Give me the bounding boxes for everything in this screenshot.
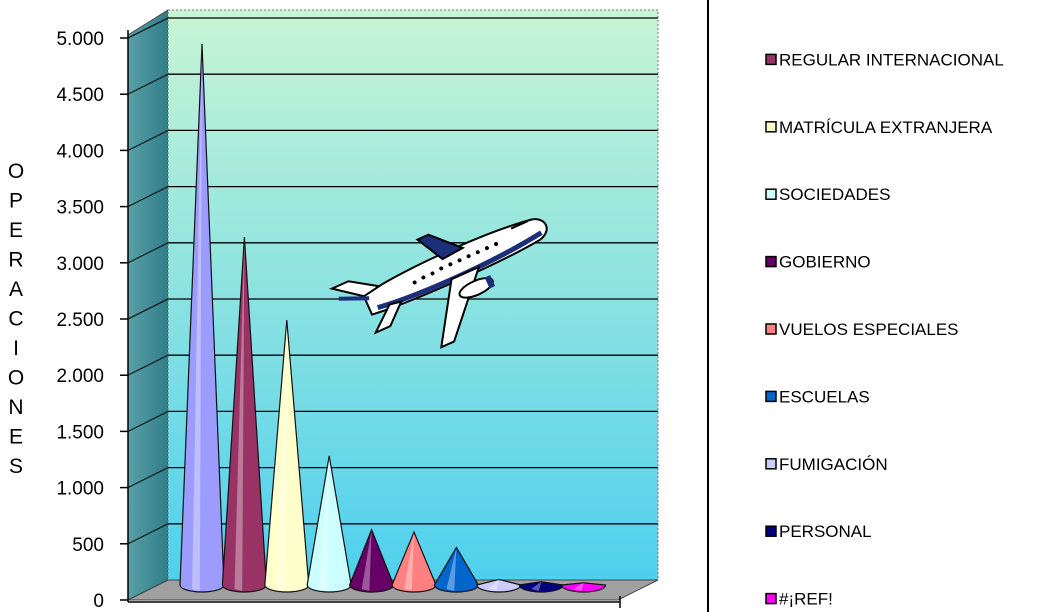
legend-swatch <box>765 255 777 268</box>
legend-item: REGULAR LOCAL <box>779 0 922 2</box>
legend-swatch <box>765 592 777 605</box>
y-tick-label: 2.000 <box>56 366 104 387</box>
side-wall <box>127 9 169 601</box>
y-axis-label-letter: P <box>9 190 23 213</box>
y-axis-label-letter: E <box>9 219 23 242</box>
gridline-side <box>127 410 169 432</box>
gridline-side <box>127 242 169 264</box>
gridline-side <box>127 129 169 151</box>
cone-bar <box>560 582 607 593</box>
gridline-side <box>127 467 169 489</box>
y-axis-label-letter: S <box>9 455 23 478</box>
gridline-side <box>127 17 169 39</box>
legend-swatch <box>765 121 777 133</box>
y-tick-label: 1.000 <box>56 479 104 500</box>
legend: REGULAR LOCAL REGULAR INTERNACIONAL MATRÍC… <box>765 0 1004 609</box>
y-axis-label-letter: E <box>9 426 23 449</box>
legend-label: ESCUELAS <box>779 387 870 406</box>
y-axis-label-letter: R <box>8 249 23 272</box>
cone-bar <box>348 528 395 593</box>
y-axis-label-letter: O <box>8 367 24 390</box>
y-tick-label: 4.500 <box>56 85 104 106</box>
y-tick-label: 500 <box>72 535 104 556</box>
cones <box>179 43 607 593</box>
legend-item: ESCUELAS <box>765 387 870 406</box>
legend-swatch <box>765 53 777 66</box>
legend-label: #¡REF! <box>779 590 833 609</box>
legend-item: MATRÍCULA EXTRANJERA <box>765 118 993 137</box>
legend-swatch <box>765 390 777 403</box>
y-tick-label: 0 <box>93 591 104 612</box>
legend-swatch <box>765 525 777 537</box>
gridline-side <box>127 73 169 95</box>
legend-item: GOBIERNO <box>765 253 871 272</box>
y-axis-label-letter: I <box>13 337 19 360</box>
cone-bar <box>476 578 522 593</box>
legend-item: VUELOS ESPECIALES <box>765 320 959 339</box>
y-tick-label: 5.000 <box>56 29 104 50</box>
legend-label: REGULAR INTERNACIONAL <box>779 50 1004 69</box>
legend-label: PERSONAL <box>779 522 872 541</box>
y-tick-label: 3.000 <box>56 254 104 275</box>
legend-label: MATRÍCULA EXTRANJERA <box>779 118 993 137</box>
legend-label: FUMIGACIÓN <box>779 455 888 474</box>
cone-bar <box>306 455 352 593</box>
airplane-icon <box>328 218 548 349</box>
legend-label: SOCIEDADES <box>779 185 890 204</box>
y-tick-label: 4.000 <box>56 141 104 162</box>
y-axis-label-letter: C <box>8 308 23 331</box>
legend-item: SOCIEDADES <box>765 185 890 204</box>
gridline-side <box>127 298 169 320</box>
legend-swatch <box>765 188 777 200</box>
legend-label: REGULAR LOCAL <box>779 0 922 2</box>
gridline-side <box>127 354 169 376</box>
legend-swatch <box>765 323 777 335</box>
legend-item: #¡REF! <box>765 590 833 609</box>
y-tick-label: 2.500 <box>56 310 104 331</box>
y-axis-label-letter: N <box>8 396 23 419</box>
legend-label: VUELOS ESPECIALES <box>779 320 959 339</box>
legend-label: GOBIERNO <box>779 253 871 272</box>
gridline-side <box>127 523 169 545</box>
legend-item: FUMIGACIÓN <box>765 455 888 474</box>
y-axis-label-letter: A <box>9 278 23 301</box>
y-axis-label-letter: O <box>8 160 24 183</box>
gridline-side <box>127 186 169 208</box>
legend-swatch <box>765 458 777 470</box>
y-tick-label: 1.500 <box>56 422 104 443</box>
legend-item: PERSONAL <box>765 522 872 541</box>
cone-bar <box>179 43 225 593</box>
legend-item: REGULAR INTERNACIONAL <box>765 50 1004 69</box>
y-tick-label: 3.500 <box>56 198 104 219</box>
y-axis: 0 500 1.000 1.500 2.000 2.500 3.000 3.500 4.000 4… <box>56 29 621 612</box>
